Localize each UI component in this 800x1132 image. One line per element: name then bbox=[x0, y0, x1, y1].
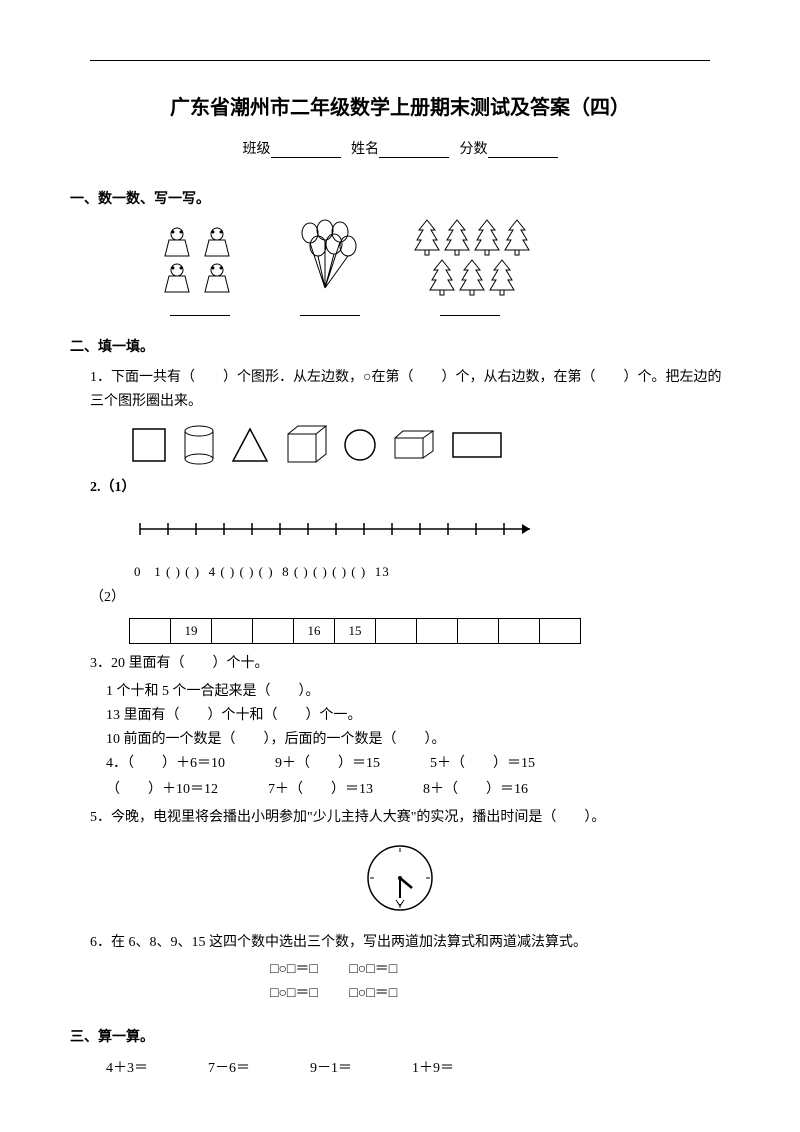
cylinder-icon bbox=[182, 424, 216, 466]
box-cell[interactable] bbox=[211, 618, 253, 644]
box-cell[interactable] bbox=[416, 618, 458, 644]
section1-heading: 一、数一数、写一写。 bbox=[70, 188, 730, 208]
box-cell: 16 bbox=[293, 618, 335, 644]
box-cell[interactable] bbox=[457, 618, 499, 644]
score-label: 分数 bbox=[460, 142, 488, 157]
boxes-row: 19 16 15 bbox=[130, 618, 730, 644]
page-title: 广东省潮州市二年级数学上册期末测试及答案（四） bbox=[70, 91, 730, 120]
q2-1: 1．下面一共有（ ）个图形．从左边数，○在第（ ）个，从右边数，在第（ ）个。把… bbox=[90, 366, 730, 414]
calc-row: 4＋3＝ 7－6＝ 9－1＝ 1＋9＝ bbox=[106, 1056, 730, 1081]
nl-13: 13 bbox=[375, 564, 390, 579]
top-rule bbox=[90, 60, 710, 61]
q4-row2: （ ）＋10＝12 7＋（ ）＝13 8＋（ ）＝16 bbox=[106, 777, 730, 802]
box-cell[interactable] bbox=[252, 618, 294, 644]
box-cell[interactable] bbox=[375, 618, 417, 644]
sym2: □○□＝□ bbox=[349, 962, 397, 977]
balloons-icon bbox=[290, 218, 370, 298]
dolls-icon bbox=[150, 218, 250, 298]
trees-icon bbox=[410, 218, 530, 298]
q4-row1: 4．（ ）＋6＝10 9＋（ ）＝15 5＋（ ）＝15 bbox=[106, 751, 730, 776]
class-label: 班级 bbox=[243, 142, 271, 157]
c2: 7－6＝ bbox=[208, 1056, 250, 1081]
q3d: 10 前面的一个数是（ ），后面的一个数是（ ）。 bbox=[106, 728, 730, 752]
answer-blank[interactable] bbox=[300, 302, 360, 316]
q2-2-2-label: （2） bbox=[90, 586, 730, 610]
nl-8: 8 bbox=[282, 564, 290, 579]
box-cell[interactable] bbox=[498, 618, 540, 644]
sym1: □○□＝□ bbox=[270, 962, 318, 977]
nl-4: 4 bbox=[209, 564, 217, 579]
q4e: 7＋（ ）＝13 bbox=[268, 777, 373, 802]
cube-icon bbox=[284, 424, 328, 466]
box-cell[interactable] bbox=[129, 618, 171, 644]
q5: 5．今晚，电视里将会播出小明参加"少儿主持人大赛"的实况，播出时间是（ ）。 bbox=[90, 806, 730, 830]
box-cell[interactable] bbox=[539, 618, 581, 644]
q6: 6．在 6、8、9、15 这四个数中选出三个数，写出两道加法算式和两道减法算式。 bbox=[90, 931, 730, 955]
q2-2-1-label: 2.（1） bbox=[90, 476, 730, 500]
count-item bbox=[290, 218, 370, 316]
clock-icon bbox=[360, 838, 440, 918]
q4f: 8＋（ ）＝16 bbox=[423, 777, 528, 802]
box-cell: 15 bbox=[334, 618, 376, 644]
q3c: 13 里面有（ ）个十和（ ）个一。 bbox=[106, 704, 730, 728]
class-blank[interactable] bbox=[271, 142, 341, 158]
score-blank[interactable] bbox=[488, 142, 558, 158]
student-info: 班级 姓名 分数 bbox=[70, 138, 730, 158]
name-label: 姓名 bbox=[351, 142, 379, 157]
answer-blank[interactable] bbox=[170, 302, 230, 316]
count-figures bbox=[150, 218, 730, 316]
answer-blank[interactable] bbox=[440, 302, 500, 316]
section2-heading: 二、填一填。 bbox=[70, 336, 730, 356]
q4d: （ ）＋10＝12 bbox=[106, 777, 218, 802]
sym-lines: □○□＝□ □○□＝□ □○□＝□ □○□＝□ bbox=[270, 958, 730, 1006]
nl-1: 1 bbox=[154, 564, 162, 579]
numline-labels: 0 1 ( ) ( ) 4 ( ) ( ) ( ) 8 ( ) ( ) ( ) … bbox=[134, 564, 730, 580]
section3-heading: 三、算一算。 bbox=[70, 1026, 730, 1046]
c1: 4＋3＝ bbox=[106, 1056, 148, 1081]
box-cell: 19 bbox=[170, 618, 212, 644]
q3a: 3．20 里面有（ ）个十。 bbox=[90, 652, 730, 676]
q4c: 5＋（ ）＝15 bbox=[430, 751, 535, 776]
c3: 9－1＝ bbox=[310, 1056, 352, 1081]
clock bbox=[70, 838, 730, 923]
sym4: □○□＝□ bbox=[349, 986, 397, 1001]
rectangle-icon bbox=[450, 430, 504, 460]
q4b: 9＋（ ）＝15 bbox=[275, 751, 380, 776]
name-blank[interactable] bbox=[379, 142, 449, 158]
triangle-icon bbox=[230, 426, 270, 464]
c4: 1＋9＝ bbox=[412, 1056, 454, 1081]
cuboid-icon bbox=[392, 428, 436, 462]
q4a: 4．（ ）＋6＝10 bbox=[106, 751, 225, 776]
square-icon bbox=[130, 426, 168, 464]
q3b: 1 个十和 5 个一合起来是（ ）。 bbox=[106, 680, 730, 704]
sym3: □○□＝□ bbox=[270, 986, 318, 1001]
number-line: 0 1 ( ) ( ) 4 ( ) ( ) ( ) 8 ( ) ( ) ( ) … bbox=[130, 509, 730, 580]
shapes-row bbox=[130, 424, 730, 466]
nl-0: 0 bbox=[134, 564, 142, 579]
count-item bbox=[150, 218, 250, 316]
circle-icon bbox=[342, 427, 378, 463]
count-item bbox=[410, 218, 530, 316]
